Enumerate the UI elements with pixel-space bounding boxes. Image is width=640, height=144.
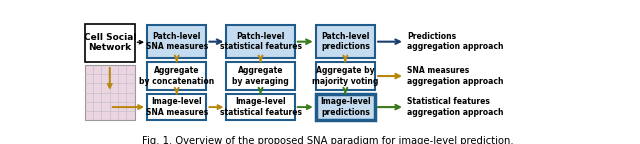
FancyBboxPatch shape	[316, 94, 375, 120]
Text: SNA measures
aggregation approach: SNA measures aggregation approach	[408, 66, 504, 86]
Text: Patch-level
statistical features: Patch-level statistical features	[220, 32, 301, 51]
FancyBboxPatch shape	[85, 24, 134, 62]
Text: Fig. 1. Overview of the proposed SNA paradigm for image-level prediction.: Fig. 1. Overview of the proposed SNA par…	[142, 136, 514, 144]
Text: Patch-level
SNA measures: Patch-level SNA measures	[145, 32, 208, 51]
Text: Image-level
predictions: Image-level predictions	[320, 97, 371, 117]
Text: Aggregate
by averaging: Aggregate by averaging	[232, 66, 289, 86]
Text: Predictions
aggregation approach: Predictions aggregation approach	[408, 32, 504, 51]
Text: Image-level
SNA measures: Image-level SNA measures	[145, 97, 208, 117]
FancyBboxPatch shape	[227, 62, 295, 90]
Text: Cell Social
Network: Cell Social Network	[83, 33, 136, 52]
Text: Statistical features
aggregation approach: Statistical features aggregation approac…	[408, 97, 504, 117]
FancyBboxPatch shape	[316, 25, 375, 58]
Text: Aggregate
by concatenation: Aggregate by concatenation	[139, 66, 214, 86]
Text: Fig. 1.: Fig. 1.	[0, 143, 1, 144]
Text: Fig. 1.: Fig. 1.	[0, 143, 1, 144]
Text: Overview of the proposed SNA paradigm for image-level prediction.: Overview of the proposed SNA paradigm fo…	[0, 143, 1, 144]
Text: Aggregate by
majority voting: Aggregate by majority voting	[312, 66, 378, 86]
FancyBboxPatch shape	[85, 65, 134, 120]
FancyBboxPatch shape	[147, 62, 207, 90]
Text: Patch-level
predictions: Patch-level predictions	[321, 32, 370, 51]
FancyBboxPatch shape	[147, 94, 207, 120]
FancyBboxPatch shape	[316, 62, 375, 90]
Text: Fig. 1. Overview of the proposed SNA paradigm for image-level prediction.: Fig. 1. Overview of the proposed SNA par…	[0, 143, 1, 144]
FancyBboxPatch shape	[227, 94, 295, 120]
FancyBboxPatch shape	[227, 25, 295, 58]
FancyBboxPatch shape	[147, 25, 207, 58]
Text: Image-level
statistical features: Image-level statistical features	[220, 97, 301, 117]
